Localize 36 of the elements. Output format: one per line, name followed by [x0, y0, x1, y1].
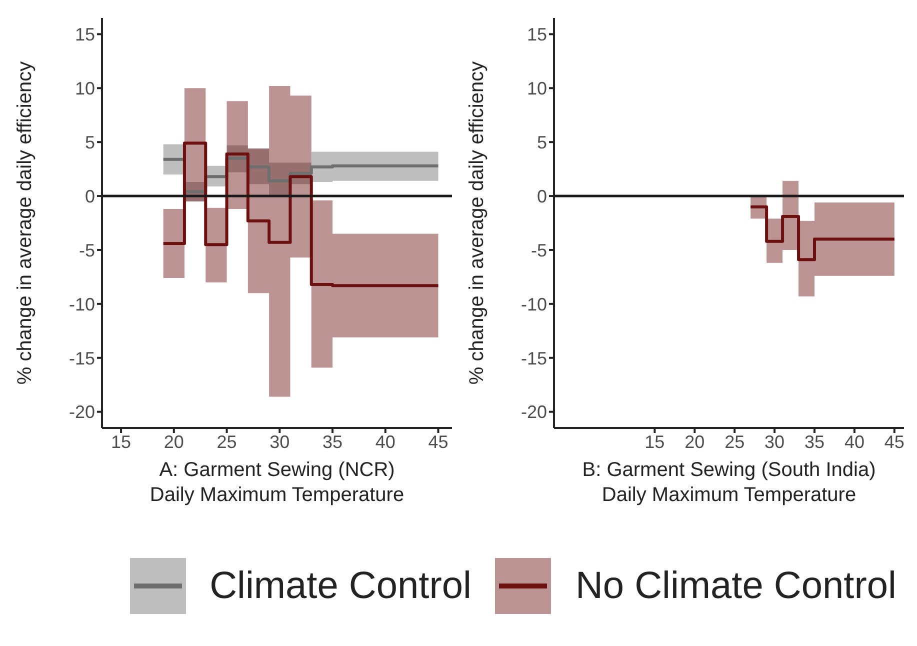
y-tick-label: 15: [74, 24, 95, 45]
y-tick-label: 10: [74, 78, 95, 99]
y-tick-label: 0: [536, 186, 547, 206]
y-tick-label: 10: [526, 78, 547, 99]
x-axis-title: B: Garment Sewing (South India) Daily Maximum Temperature: [581, 458, 877, 508]
y-axis-title: % change in average daily efficiency: [466, 61, 488, 385]
x-tick-label: 15: [111, 432, 132, 452]
x-tick-label: 25: [216, 432, 237, 452]
x-tick-label: 15: [644, 432, 665, 452]
y-tick-label: -20: [520, 402, 547, 422]
x-tick-label: 20: [164, 432, 184, 452]
x-axis-title: A: Garment Sewing (NCR) Daily Maximum Temperature: [148, 458, 406, 508]
x-tick-label: 35: [322, 432, 343, 452]
x-tick-label: 25: [724, 432, 745, 452]
x-tick-label: 45: [428, 432, 448, 452]
x-tick-label: 45: [884, 432, 904, 452]
y-tick-label: 0: [84, 186, 95, 206]
x-tick-label: 35: [804, 432, 825, 452]
legend-label: Climate Control: [210, 564, 472, 608]
x-tick-label: 30: [270, 432, 290, 452]
y-axis-title: % change in average daily efficiency: [14, 61, 36, 385]
y-tick-label: 15: [526, 24, 547, 45]
y-tick-label: -5: [530, 240, 547, 260]
y-tick-label: 5: [536, 132, 547, 152]
x-tick-label: 30: [764, 432, 785, 452]
y-tick-label: -10: [68, 294, 95, 314]
y-tick-label: -5: [78, 240, 95, 260]
y-tick-label: -20: [68, 402, 95, 422]
y-tick-label: -15: [520, 348, 547, 368]
x-tick-label: 20: [684, 432, 705, 452]
y-tick-label: -10: [520, 294, 547, 314]
y-tick-label: 5: [84, 132, 95, 152]
legend-label: No Climate Control: [575, 564, 896, 608]
x-tick-label: 40: [375, 432, 396, 452]
y-tick-label: -15: [68, 348, 95, 368]
x-tick-label: 40: [844, 432, 864, 452]
